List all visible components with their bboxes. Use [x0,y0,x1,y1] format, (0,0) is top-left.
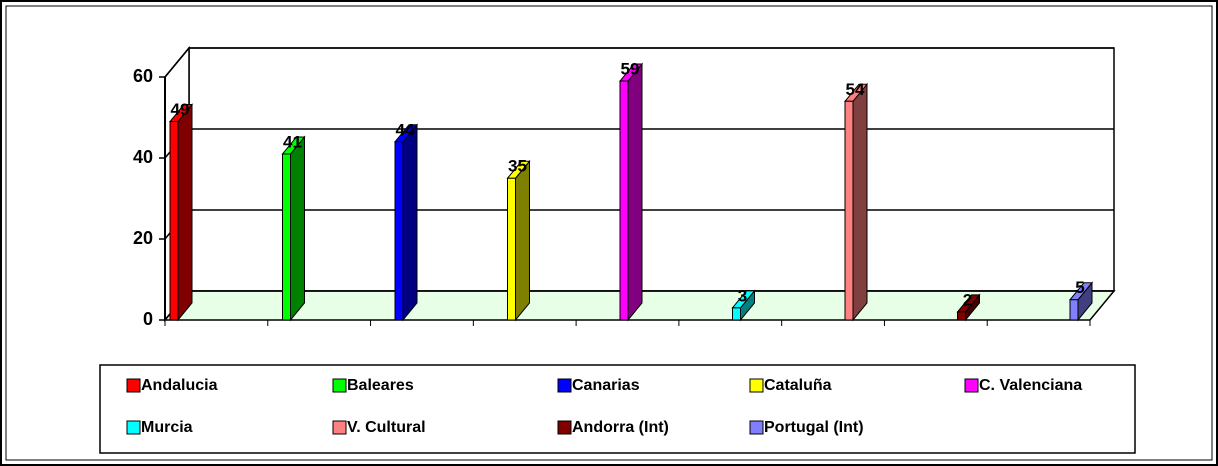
legend-swatch [332,378,347,393]
data-label: 54 [846,80,865,99]
bar-side [290,135,305,322]
legend-label: Portugal (Int) [764,419,864,436]
bar-front [619,80,629,321]
bar [956,293,981,322]
bar-side [852,82,868,322]
legend-swatch [749,420,764,435]
bar [618,62,644,322]
legend-swatch [964,378,979,393]
back-wall [188,47,1115,292]
data-label: 3 [738,286,747,305]
legend-swatch [332,420,347,435]
bar-front [844,100,854,321]
legend-label: Andorra (Int) [572,419,669,436]
data-label: 2 [963,290,972,309]
bar-front [394,141,404,321]
data-label: 59 [621,60,640,79]
grid-line [164,47,1114,78]
bar [506,159,531,322]
bar-side [177,103,193,322]
legend-label: Murcia [141,419,193,436]
legend-swatch [749,378,764,393]
inner-frame [5,5,1213,461]
legend-label: Baleares [347,377,414,394]
data-label: 49 [171,100,190,119]
bar-side [627,62,643,322]
legend-swatch [557,420,572,435]
bar-side [515,159,530,322]
bar [281,135,306,322]
bar [393,123,419,322]
data-label: 35 [508,157,527,176]
y-tick-label: 40 [133,147,153,167]
bar-front [957,311,966,321]
bar-front [282,153,291,321]
bar-front [507,177,516,321]
bar [843,82,869,322]
legend-swatch [126,378,141,393]
bar [731,289,756,322]
legend-label: Canarias [572,377,640,394]
legend-swatch [126,420,141,435]
data-label: 41 [283,132,302,151]
legend-label: V. Cultural [347,419,426,436]
y-tick-label: 20 [133,228,153,248]
bar-front [169,121,179,321]
legend-label: Cataluña [764,377,832,394]
legend-box [99,364,1136,454]
bar [168,103,194,322]
y-tick-label: 60 [133,66,153,86]
data-label: 44 [396,120,415,139]
y-tick-label: 0 [143,309,153,329]
legend-label: C. Valenciana [979,377,1082,394]
bar-front [1069,299,1079,321]
data-label: 5 [1075,278,1084,297]
bar [1068,281,1094,322]
bar-side [402,123,418,322]
legend-swatch [557,378,572,393]
legend-label: Andalucia [141,377,218,394]
bar-front [732,307,741,321]
